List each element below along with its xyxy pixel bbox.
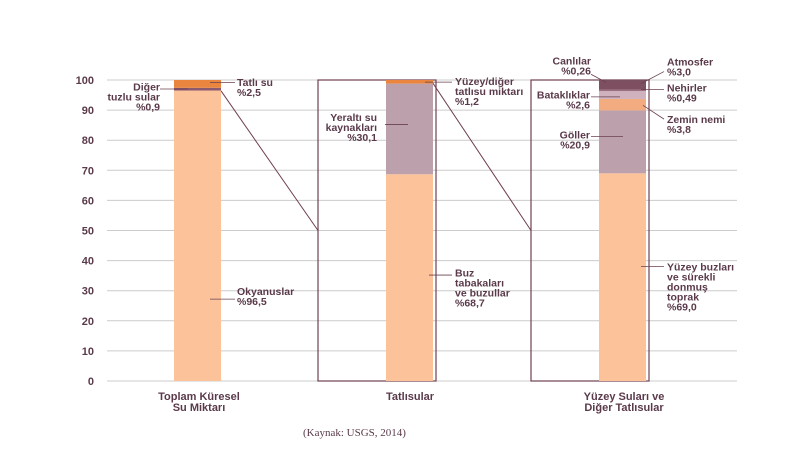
segment-label-line: Zemin nemi <box>667 114 725 126</box>
category-label: Tatlısular <box>386 391 435 403</box>
segment-label-line: Okyanuslar <box>237 286 294 298</box>
y-tick-label: 80 <box>82 135 94 147</box>
bar-segment <box>599 91 646 99</box>
segment-label-line: %0,9 <box>136 102 160 114</box>
y-axis: 0 10 20 30 40 50 60 70 80 90 100 <box>76 75 94 388</box>
segment-labels: Okyanuslar %96,5 Diğer tuzlu sular %0,9 Tatlı… <box>107 55 734 313</box>
category-label-line: Yüzey Suları ve <box>584 391 665 403</box>
leader-line <box>642 104 665 120</box>
leader-line <box>590 73 607 83</box>
segment-label-line: %68,7 <box>455 297 485 309</box>
segment-label-line: Bataklıklar <box>537 90 590 102</box>
segment-label: Yüzey/diğer tatlısu miktarı %1,2 <box>455 76 523 108</box>
y-tick-label: 20 <box>82 316 94 328</box>
segment-label: Yeraltı su kaynakları %30,1 <box>326 112 378 144</box>
y-tick-label: 40 <box>82 256 94 268</box>
segment-label-line: %3,8 <box>667 124 691 136</box>
segment-label-line: Yeraltı su <box>330 112 377 124</box>
bar-segment <box>599 98 646 111</box>
segment-label-line: kaynakları <box>326 122 377 134</box>
bar-segment <box>599 79 646 81</box>
segment-label-line: %3,0 <box>667 67 691 79</box>
y-tick-label: 60 <box>82 195 94 207</box>
category-label-line: Toplam Küresel <box>158 391 240 403</box>
segment-label: Tatlı su %2,5 <box>237 77 273 99</box>
segment-label-line: tatlısu miktarı <box>455 86 523 98</box>
segment-label: Göller %20,9 <box>560 129 590 151</box>
segment-label-line: Yüzey buzları <box>667 262 734 274</box>
segment-label-line: %69,0 <box>667 302 697 314</box>
segment-label-line: ve sürekli <box>667 272 716 284</box>
source-note: (Kaynak: USGS, 2014) <box>303 427 406 439</box>
segment-label: Atmosfer %3,0 <box>667 57 713 79</box>
segment-label-line: %2,5 <box>237 87 261 99</box>
segment-label-line: Nehirler <box>667 82 707 94</box>
segment-label-line: %20,9 <box>560 139 590 151</box>
segment-label: Nehirler %0,49 <box>667 82 707 104</box>
segment-label-line: %0,49 <box>667 92 697 104</box>
segment-label-line: %96,5 <box>237 296 267 308</box>
category-label-line: Tatlısular <box>386 391 435 403</box>
segment-label-line: Diğer <box>133 82 160 94</box>
bar-segment <box>386 80 433 84</box>
bar-segment <box>599 173 646 381</box>
segment-label-line: Buz <box>455 267 474 279</box>
bar-segment <box>386 174 433 381</box>
bar-segment <box>599 89 646 92</box>
y-tick-label: 10 <box>82 346 94 358</box>
segment-label: Canlılar %0,26 <box>552 55 591 77</box>
bar-segment <box>386 83 433 175</box>
segment-label-line: toprak <box>667 292 699 304</box>
segment-label-line: tuzlu sular <box>107 92 160 104</box>
connector-line <box>432 83 532 231</box>
segment-label-line: tabakaları <box>455 277 504 289</box>
y-tick-label: 30 <box>82 286 94 298</box>
segment-label: Diğer tuzlu sular %0,9 <box>107 82 160 114</box>
segment-label-line: donmuş <box>667 282 708 294</box>
bar-segment <box>599 80 646 90</box>
segment-label-line: Yüzey/diğer <box>455 76 514 88</box>
bar-segment <box>174 87 221 91</box>
segment-label-line: Canlılar <box>552 55 591 67</box>
segment-label: Yüzey buzları ve sürekli donmuş toprak %69,0 <box>667 262 734 314</box>
segment-label-line: %1,2 <box>455 96 479 108</box>
segment-label: Okyanuslar %96,5 <box>237 286 294 308</box>
leader-line <box>640 71 665 84</box>
category-label-line: Diğer Tatlısular <box>584 402 664 414</box>
bars <box>174 79 646 381</box>
bar-segment <box>599 110 646 174</box>
y-tick-label: 70 <box>82 165 94 177</box>
segment-label-line: %2,6 <box>566 100 590 112</box>
y-tick-label: 100 <box>76 75 94 87</box>
bar-segment <box>174 90 221 381</box>
y-tick-label: 50 <box>82 226 94 238</box>
segment-label-line: %30,1 <box>347 132 377 144</box>
connector-line <box>220 90 319 231</box>
category-label-line: Su Miktarı <box>173 402 226 414</box>
segment-label: Buz tabakaları ve buzullar %68,7 <box>455 267 510 309</box>
segment-label: Zemin nemi %3,8 <box>667 114 725 136</box>
segment-label-line: ve buzullar <box>455 287 510 299</box>
category-label: Toplam Küresel Su Miktarı <box>158 391 240 414</box>
category-label: Yüzey Suları ve Diğer Tatlısular <box>584 391 665 414</box>
segment-label-line: Tatlı su <box>237 77 273 89</box>
segment-label: Bataklıklar %2,6 <box>537 90 590 112</box>
category-labels: Toplam Küresel Su Miktarı Tatlısular Yüzey … <box>158 391 664 414</box>
y-tick-label: 90 <box>82 105 94 117</box>
segment-label-line: Atmosfer <box>667 57 713 69</box>
y-tick-label: 0 <box>88 376 94 388</box>
bar-segment <box>174 80 221 88</box>
segment-label-line: Göller <box>560 129 590 141</box>
zoom-frames <box>220 79 650 382</box>
segment-label-line: %0,26 <box>561 65 591 77</box>
